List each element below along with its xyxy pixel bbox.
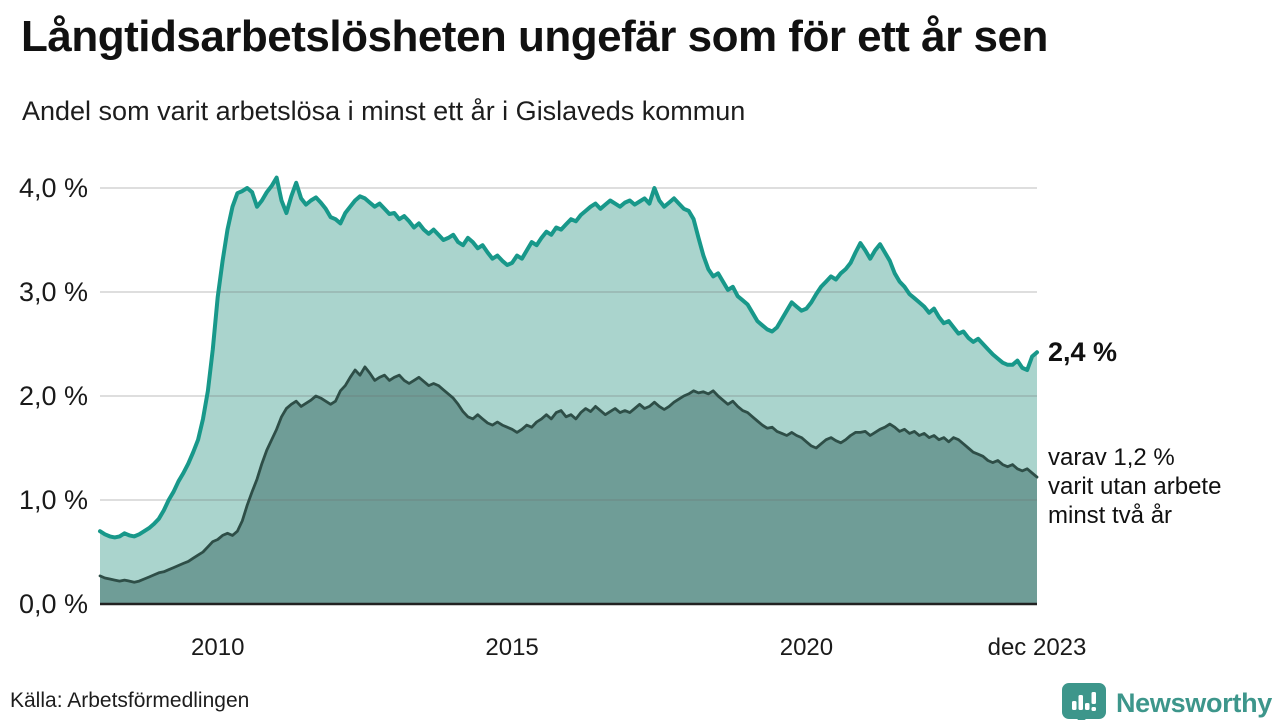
two-year-note-line: varav 1,2 % [1048,444,1175,471]
source-caption: Källa: Arbetsförmedlingen [10,689,250,712]
y-tick-label: 1,0 % [19,485,88,515]
line-unemployed-one-year [98,175,1039,540]
latest-value-label: 2,4 % [1048,337,1118,367]
area-unemployed-two-years [100,366,1037,604]
x-tick-label: 2010 [191,634,244,661]
x-tick-label: 2020 [780,634,833,661]
y-tick-label: 0,0 % [19,589,88,619]
two-year-note: varav 1,2 % varit utan arbete minst två … [1048,443,1221,530]
line-unemployed-two-years [98,365,1039,584]
y-tick-label: 3,0 % [19,277,88,307]
x-tick-label: 2015 [485,634,538,661]
page-subtitle: Andel som varit arbetslösa i minst ett å… [22,96,746,126]
newsworthy-wordmark: Newsworthy [1115,687,1272,718]
bar-chart-pin-icon [1061,683,1106,720]
two-year-note-line: varit utan arbete [1048,473,1222,500]
x-tick-label: dec 2023 [988,634,1087,661]
two-year-note-line: minst två år [1048,502,1173,529]
y-tick-label: 4,0 % [19,173,88,203]
newsworthy-logo: Newsworthy [1061,682,1272,720]
y-tick-label: 2,0 % [19,381,88,411]
page-title: Långtidsarbetslösheten ungefär som för e… [21,12,1048,61]
